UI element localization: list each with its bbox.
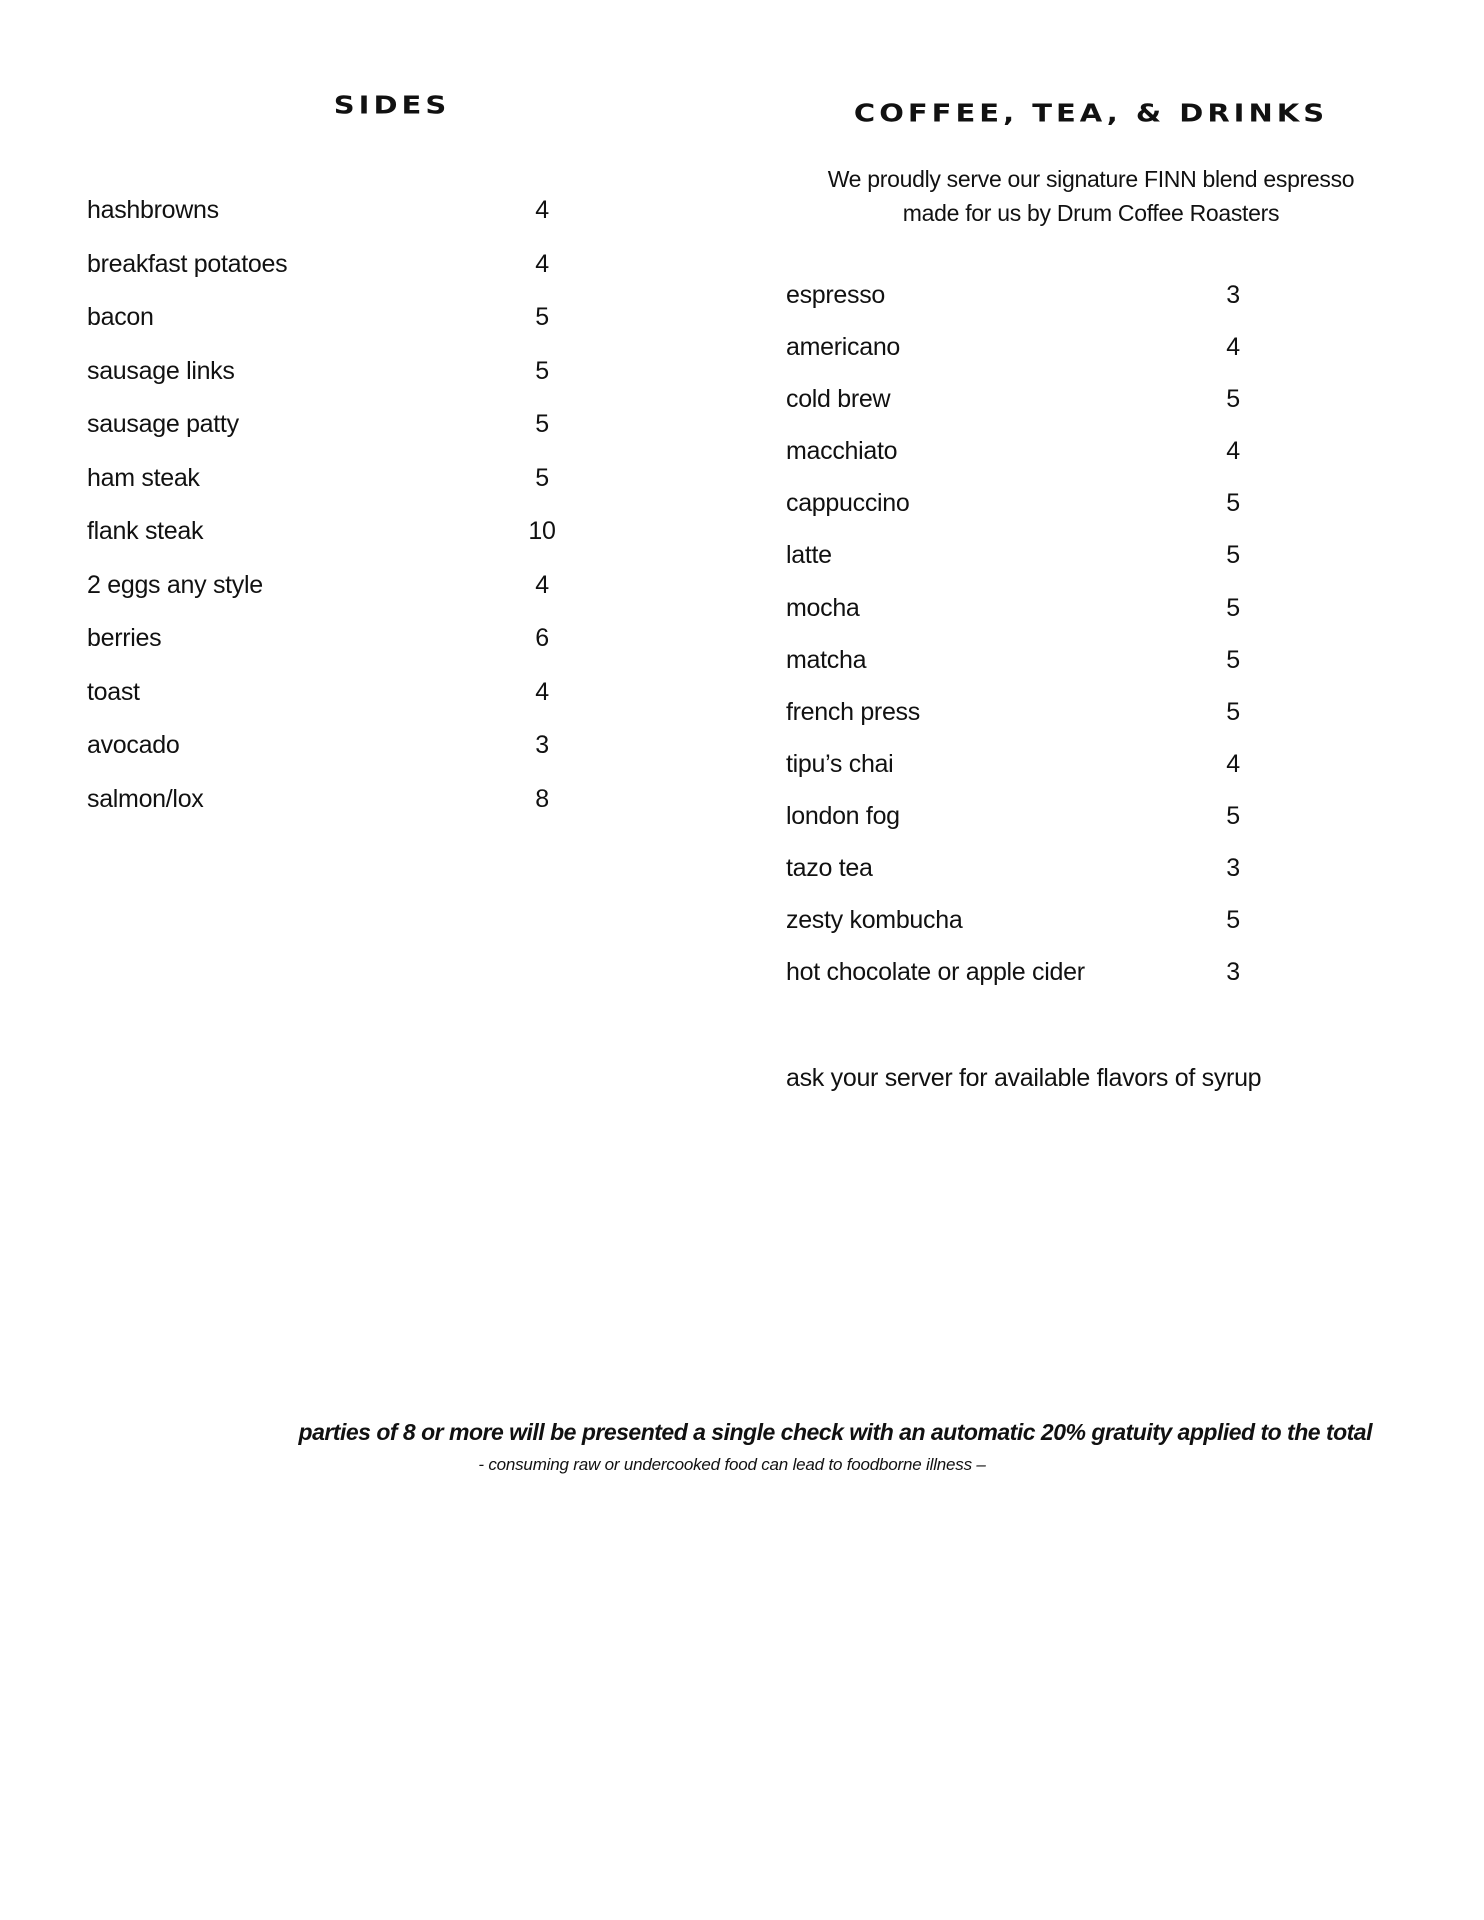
gratuity-notice: parties of 8 or more will be presented a… (298, 1419, 1373, 1445)
menu-item: cold brew 5 (786, 385, 1286, 437)
item-price: 5 (535, 356, 549, 385)
item-price: 5 (535, 463, 549, 492)
menu-item: london fog 5 (786, 802, 1286, 854)
item-name: breakfast potatoes (87, 249, 288, 278)
item-price: 3 (1226, 281, 1240, 309)
item-price: 6 (535, 624, 549, 652)
item-name: matcha (786, 645, 867, 674)
item-price: 5 (1226, 593, 1240, 622)
menu-item: mocha 5 (786, 594, 1286, 646)
item-price: 4 (1226, 333, 1240, 362)
sides-list: hashbrowns 4 breakfast potatoes 4 bacon 5 saus… (87, 196, 587, 838)
menu-item: matcha 5 (786, 646, 1286, 698)
item-price: 5 (1226, 906, 1240, 935)
item-price: 3 (1226, 854, 1240, 883)
item-price: 4 (1226, 749, 1240, 778)
menu-item: zesty kombucha 5 (786, 906, 1286, 958)
menu-item: 2 eggs any style 4 (87, 571, 587, 625)
item-name: americano (786, 333, 901, 362)
item-price: 4 (535, 677, 549, 706)
item-price: 4 (535, 196, 549, 224)
item-name: espresso (786, 281, 886, 309)
item-name: zesty kombucha (786, 906, 963, 935)
menu-item: bacon 5 (87, 303, 587, 357)
menu-item: hashbrowns 4 (87, 196, 587, 250)
item-name: cold brew (786, 385, 891, 414)
menu-item: tipu’s chai 4 (786, 750, 1286, 802)
item-price: 10 (528, 517, 556, 545)
item-name: 2 eggs any style (87, 570, 263, 599)
menu-item: salmon/lox 8 (87, 785, 587, 839)
menu-item: toast 4 (87, 678, 587, 732)
item-price: 5 (1226, 541, 1240, 570)
item-price: 5 (1226, 489, 1240, 518)
item-name: sausage patty (87, 410, 239, 438)
menu-item: macchiato 4 (786, 437, 1286, 489)
menu-item: cappuccino 5 (786, 489, 1286, 541)
item-price: 5 (1226, 645, 1240, 674)
item-name: london fog (786, 801, 900, 830)
item-price: 5 (535, 410, 549, 438)
item-name: macchiato (786, 437, 898, 466)
item-price: 5 (1226, 385, 1240, 414)
drinks-heading: COFFEE, TEA, & DRINKS (853, 98, 1329, 128)
item-name: tipu’s chai (786, 749, 894, 778)
item-name: flank steak (87, 517, 204, 545)
item-name: cappuccino (786, 489, 910, 518)
item-price: 3 (1226, 958, 1240, 987)
item-name: hot chocolate or apple cider (786, 958, 1085, 987)
item-name: berries (87, 624, 162, 652)
item-name: mocha (786, 593, 860, 622)
drinks-subtitle: We proudly serve our signature FINN blen… (791, 162, 1391, 230)
menu-item: tazo tea 3 (786, 854, 1286, 906)
item-name: salmon/lox (87, 784, 204, 813)
food-safety-warning: - consuming raw or undercooked food can … (478, 1455, 986, 1474)
drinks-list: espresso 3 americano 4 cold brew 5 macchiato 4 c… (786, 281, 1286, 1010)
menu-item: latte 5 (786, 541, 1286, 593)
subtitle-line-2: made for us by Drum Coffee Roasters (902, 200, 1280, 226)
menu-item: berries 6 (87, 624, 587, 678)
subtitle-line-1: We proudly serve our signature FINN blen… (827, 166, 1355, 192)
item-name: latte (786, 541, 832, 570)
item-price: 4 (535, 570, 549, 599)
menu-item: americano 4 (786, 333, 1286, 385)
menu-item: ham steak 5 (87, 464, 587, 518)
item-name: sausage links (87, 356, 235, 385)
item-name: bacon (87, 303, 154, 331)
menu-item: sausage links 5 (87, 357, 587, 411)
item-price: 5 (1226, 697, 1240, 726)
item-price: 3 (535, 731, 549, 759)
menu-item: avocado 3 (87, 731, 587, 785)
item-price: 5 (535, 303, 549, 331)
item-name: toast (87, 677, 140, 706)
menu-item: sausage patty 5 (87, 410, 587, 464)
menu-item: breakfast potatoes 4 (87, 250, 587, 304)
menu-item: flank steak 10 (87, 517, 587, 571)
item-price: 4 (1226, 437, 1240, 466)
menu-item: hot chocolate or apple cider 3 (786, 958, 1286, 1010)
item-price: 4 (535, 249, 549, 278)
item-name: hashbrowns (87, 196, 219, 224)
menu-item: french press 5 (786, 698, 1286, 750)
item-price: 5 (1226, 801, 1240, 830)
sides-heading: SIDES (333, 90, 451, 120)
item-price: 8 (535, 784, 549, 813)
item-name: french press (786, 697, 920, 726)
syrup-note: ask your server for available flavors of… (786, 1064, 1262, 1092)
item-name: avocado (87, 731, 180, 759)
item-name: tazo tea (786, 854, 873, 883)
item-name: ham steak (87, 463, 200, 492)
menu-item: espresso 3 (786, 281, 1286, 333)
